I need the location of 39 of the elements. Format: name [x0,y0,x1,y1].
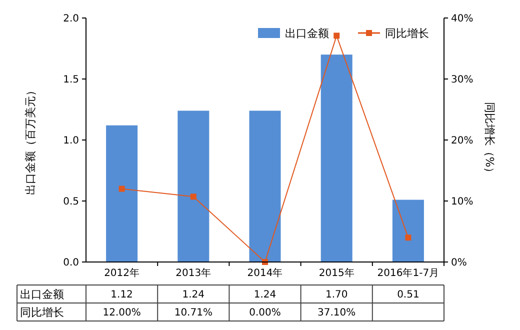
y-tick-label: 0.5 [63,196,79,208]
point [118,186,125,192]
point [190,194,196,200]
point [405,234,412,241]
bar [178,110,210,262]
bar [249,110,281,262]
y2-tick-label: 30% [451,74,474,86]
text: 出口金额 [20,288,64,301]
y2-tick-label: 40% [451,14,474,24]
text: 同比增长 [20,306,64,319]
data-label: 1.12 [110,290,133,300]
data-label: 1.24 [254,290,276,300]
data-label: 1.70 [325,290,348,300]
x-tick-label: 2013年 [176,267,212,279]
data-label: 12.00% [102,308,141,318]
data-label: 0.00% [249,308,281,318]
bar [106,125,138,262]
x-tick-label: 2016年1-7月 [377,267,440,279]
y-tick-label: 0.0 [63,258,79,268]
y2-tick-label: 20% [451,136,474,146]
data-label: 10.71% [174,308,212,318]
bar [320,54,352,262]
data-label: 0.51 [397,290,420,300]
point [334,32,340,39]
y2-tick-label: 10% [451,196,474,208]
y-tick-label: 1.0 [63,136,79,146]
bar [392,200,424,262]
data-label: 37.10% [318,308,356,318]
y2-tick-label: 0% [451,258,467,268]
x-tick-label: 2015年 [318,267,354,279]
y2-axis-title: 同比增长（%） [483,102,496,178]
y-tick-label: 1.5 [63,74,79,86]
legend-label: 同比增长 [385,26,429,40]
data-label: 1.24 [182,290,205,300]
x-tick-label: 2014年 [247,267,283,279]
y-axis-title: 出口金额（百万美元） [24,85,37,195]
x-tick-label: 2012年 [104,267,140,279]
y-tick-label: 2.0 [63,14,79,24]
legend-label: 出口金额 [285,26,329,40]
